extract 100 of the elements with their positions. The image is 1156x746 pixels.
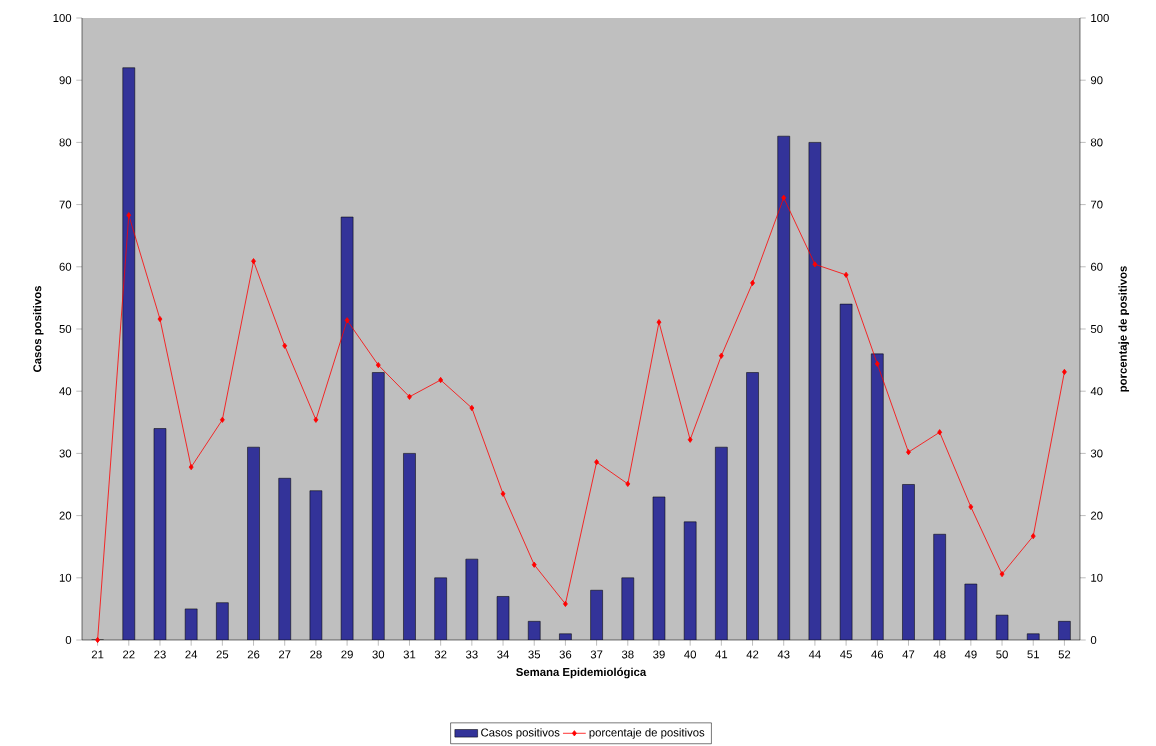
y2-tick-label: 30 xyxy=(1090,449,1103,458)
point xyxy=(687,436,693,443)
bar xyxy=(715,447,728,640)
y2-tick-label: 0 xyxy=(1090,636,1097,645)
x-tick-label: 27 xyxy=(278,650,291,659)
point xyxy=(594,459,599,466)
x-tick-label: 46 xyxy=(871,650,884,659)
x-tick-label: 43 xyxy=(777,650,790,659)
legend-label: Casos positivos xyxy=(481,728,560,739)
bar xyxy=(871,353,884,640)
x-tick-label: 34 xyxy=(497,650,510,659)
point xyxy=(906,449,911,456)
bar xyxy=(434,577,447,640)
point xyxy=(469,404,475,412)
y2-tick-label: 20 xyxy=(1090,511,1103,520)
y2-axis-title: porcentaje de positivos xyxy=(1118,266,1130,392)
point xyxy=(563,600,568,607)
x-tick-label: 50 xyxy=(996,650,1008,659)
point xyxy=(375,362,381,369)
x-tick-label: 32 xyxy=(434,650,447,659)
x-tick-label: 41 xyxy=(715,650,728,659)
legend-label: porcentaje de positivos xyxy=(589,728,705,739)
y-tick-label: 20 xyxy=(59,511,72,520)
point xyxy=(843,271,849,278)
x-tick-label: 29 xyxy=(341,650,353,659)
point xyxy=(999,571,1005,578)
x-tick-label: 22 xyxy=(123,650,135,659)
y-tick-label: 10 xyxy=(59,573,72,582)
x-tick-label: 23 xyxy=(154,650,166,659)
x-tick-label: 33 xyxy=(465,650,478,659)
bar xyxy=(902,484,915,640)
x-tick-label: 24 xyxy=(185,650,198,659)
y-tick-label: 40 xyxy=(59,387,72,396)
point xyxy=(937,429,943,436)
x-tick-label: 30 xyxy=(372,650,385,659)
point xyxy=(781,194,787,201)
point xyxy=(126,212,132,219)
point xyxy=(438,376,444,384)
point xyxy=(874,360,880,367)
y2-tick-label: 10 xyxy=(1091,573,1103,582)
x-tick-label: 37 xyxy=(590,650,603,659)
x-tick-label: 31 xyxy=(403,650,416,659)
x-tick-label: 52 xyxy=(1058,650,1071,659)
point xyxy=(1030,533,1036,540)
point xyxy=(157,315,163,323)
x-axis-title: Semana Epidemiológica xyxy=(516,667,647,679)
x-tick-label: 26 xyxy=(247,650,260,659)
bar xyxy=(247,447,260,640)
x-tick-label: 45 xyxy=(840,650,852,659)
point xyxy=(407,393,412,400)
point xyxy=(219,416,225,423)
point xyxy=(313,416,319,423)
x-tick-label: 38 xyxy=(621,650,634,659)
bar xyxy=(621,577,634,640)
x-tick-label: 35 xyxy=(528,650,541,659)
bar xyxy=(372,372,385,640)
x-tick-label: 40 xyxy=(684,650,697,659)
point xyxy=(625,480,631,487)
x-tick-label: 28 xyxy=(310,650,322,659)
bar xyxy=(684,521,697,640)
y-axis-title: Casos positivos xyxy=(32,286,44,372)
bar xyxy=(403,453,416,640)
y-tick-label: 60 xyxy=(59,262,72,271)
bar xyxy=(746,372,759,640)
x-tick-label: 25 xyxy=(216,650,229,659)
y2-tick-label: 70 xyxy=(1091,200,1103,209)
y-tick-label: 50 xyxy=(59,324,72,333)
y-tick-label: 100 xyxy=(53,13,72,22)
y2-tick-label: 100 xyxy=(1091,13,1109,22)
x-tick-label: 36 xyxy=(559,650,572,659)
point xyxy=(188,464,194,471)
x-tick-label: 48 xyxy=(933,650,946,659)
y2-tick-label: 90 xyxy=(1090,76,1103,85)
point xyxy=(344,317,350,324)
point xyxy=(251,258,256,265)
y-tick-label: 0 xyxy=(65,636,72,644)
y-tick-label: 30 xyxy=(59,449,72,458)
bar xyxy=(278,478,291,640)
x-tick-label: 44 xyxy=(808,650,821,659)
x-tick-label: 47 xyxy=(902,650,915,659)
bar xyxy=(933,534,946,640)
x-tick-label: 42 xyxy=(746,650,759,659)
bar xyxy=(777,136,790,640)
point xyxy=(968,503,974,510)
x-tick-label: 51 xyxy=(1027,650,1039,659)
point xyxy=(282,342,288,349)
point xyxy=(718,352,724,359)
bar xyxy=(122,67,135,640)
x-tick-label: 49 xyxy=(964,650,977,659)
y2-tick-label: 40 xyxy=(1090,387,1103,396)
y-tick-label: 90 xyxy=(59,76,72,85)
y2-tick-label: 80 xyxy=(1090,138,1103,147)
x-tick-label: 39 xyxy=(653,650,665,659)
point xyxy=(656,319,662,326)
y-tick-label: 70 xyxy=(59,200,72,209)
y2-tick-label: 60 xyxy=(1091,262,1103,271)
point xyxy=(500,490,506,497)
point xyxy=(1062,368,1067,375)
x-tick-label: 21 xyxy=(91,650,104,659)
y-tick-label: 80 xyxy=(59,138,72,147)
